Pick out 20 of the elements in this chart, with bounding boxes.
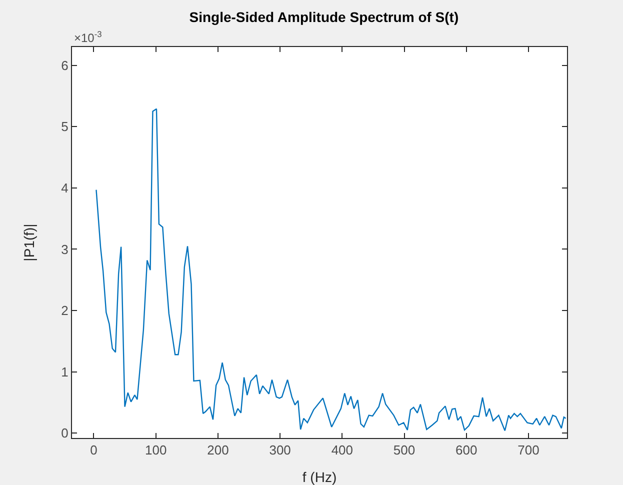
- x-tick-label: 100: [145, 442, 167, 458]
- y-tick-label: 5: [61, 119, 68, 134]
- y-tick-label: 6: [61, 58, 68, 73]
- y-axis-title: |P1(f)|: [21, 224, 37, 262]
- chart-title: Single-Sided Amplitude Spectrum of S(t): [189, 8, 459, 25]
- y-tick-label: 0: [61, 426, 68, 441]
- y-tick-label: 1: [61, 364, 68, 380]
- x-tick-label: 700: [518, 442, 540, 458]
- x-tick-label: 0: [90, 442, 98, 458]
- line-series: [96, 108, 566, 432]
- y-tick-label: 3: [61, 242, 68, 257]
- x-tick-label: 200: [207, 442, 229, 458]
- x-axis-title: f (Hz): [302, 469, 337, 485]
- x-tick-label: 400: [331, 442, 354, 458]
- x-tick-label: 300: [269, 442, 291, 458]
- x-tick-label: 600: [456, 442, 478, 458]
- text: ×10$^{-3}$: [74, 29, 102, 46]
- y-tick-label: 4: [61, 180, 68, 196]
- y-tick-label: 2: [61, 303, 68, 318]
- x-tick-label: 500: [393, 442, 416, 458]
